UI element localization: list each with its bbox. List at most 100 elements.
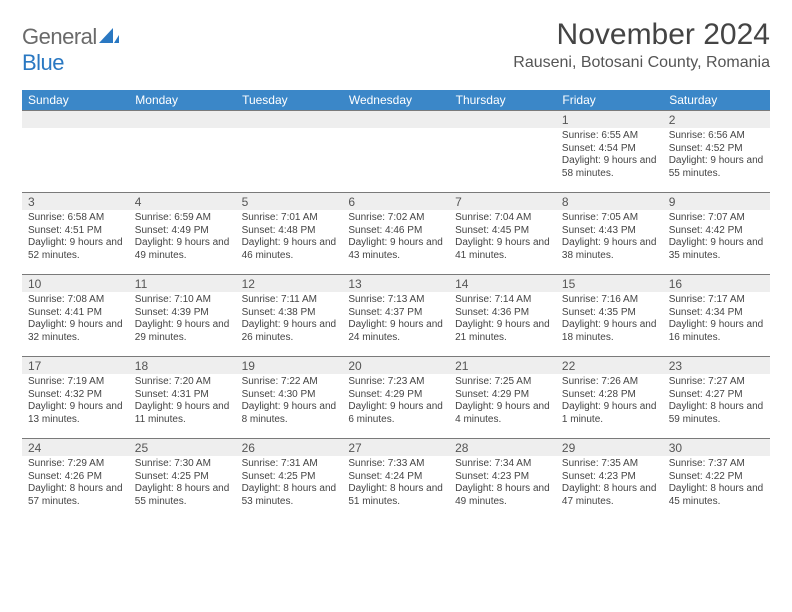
- day-number: 23: [663, 356, 770, 374]
- day-number: 29: [556, 438, 663, 456]
- sunrise-line: Sunrise: 7:23 AM: [348, 376, 443, 389]
- title-block: November 2024 Rauseni, Botosani County, …: [513, 18, 770, 72]
- day-number: 28: [449, 438, 556, 456]
- day-info: Sunrise: 7:17 AMSunset: 4:34 PMDaylight:…: [663, 292, 770, 348]
- daylight-line: Daylight: 9 hours and 29 minutes.: [135, 319, 230, 344]
- sunset-line: Sunset: 4:39 PM: [135, 307, 230, 320]
- day-number: 10: [22, 274, 129, 292]
- sunset-line: Sunset: 4:25 PM: [242, 471, 337, 484]
- day-number: 18: [129, 356, 236, 374]
- empty-day-bar: [449, 110, 556, 128]
- sunrise-line: Sunrise: 7:13 AM: [348, 294, 443, 307]
- sunrise-line: Sunrise: 7:07 AM: [669, 212, 764, 225]
- calendar-week-row: 10Sunrise: 7:08 AMSunset: 4:41 PMDayligh…: [22, 274, 770, 356]
- calendar-day-cell: [342, 110, 449, 192]
- sunset-line: Sunset: 4:37 PM: [348, 307, 443, 320]
- header: General Blue November 2024 Rauseni, Boto…: [22, 18, 770, 76]
- calendar-day-cell: 15Sunrise: 7:16 AMSunset: 4:35 PMDayligh…: [556, 274, 663, 356]
- day-number: 4: [129, 192, 236, 210]
- calendar-day-cell: 16Sunrise: 7:17 AMSunset: 4:34 PMDayligh…: [663, 274, 770, 356]
- day-number: 16: [663, 274, 770, 292]
- sunrise-line: Sunrise: 6:56 AM: [669, 130, 764, 143]
- daylight-line: Daylight: 9 hours and 26 minutes.: [242, 319, 337, 344]
- sunrise-line: Sunrise: 7:37 AM: [669, 458, 764, 471]
- day-info: Sunrise: 7:23 AMSunset: 4:29 PMDaylight:…: [342, 374, 449, 430]
- sunrise-line: Sunrise: 6:58 AM: [28, 212, 123, 225]
- day-info: Sunrise: 7:20 AMSunset: 4:31 PMDaylight:…: [129, 374, 236, 430]
- daylight-line: Daylight: 9 hours and 43 minutes.: [348, 237, 443, 262]
- sunrise-line: Sunrise: 7:10 AM: [135, 294, 230, 307]
- daylight-line: Daylight: 8 hours and 57 minutes.: [28, 483, 123, 508]
- sunset-line: Sunset: 4:22 PM: [669, 471, 764, 484]
- calendar-week-row: 3Sunrise: 6:58 AMSunset: 4:51 PMDaylight…: [22, 192, 770, 274]
- calendar-day-cell: 8Sunrise: 7:05 AMSunset: 4:43 PMDaylight…: [556, 192, 663, 274]
- weekday-header: Wednesday: [342, 90, 449, 110]
- sunset-line: Sunset: 4:48 PM: [242, 225, 337, 238]
- day-number: 21: [449, 356, 556, 374]
- calendar-day-cell: 13Sunrise: 7:13 AMSunset: 4:37 PMDayligh…: [342, 274, 449, 356]
- sunrise-line: Sunrise: 7:08 AM: [28, 294, 123, 307]
- sunset-line: Sunset: 4:30 PM: [242, 389, 337, 402]
- logo-word-1: General: [22, 24, 97, 49]
- logo-word-2: Blue: [22, 50, 64, 75]
- sunrise-line: Sunrise: 7:16 AM: [562, 294, 657, 307]
- calendar-day-cell: 10Sunrise: 7:08 AMSunset: 4:41 PMDayligh…: [22, 274, 129, 356]
- daylight-line: Daylight: 9 hours and 13 minutes.: [28, 401, 123, 426]
- day-number: 5: [236, 192, 343, 210]
- sunset-line: Sunset: 4:42 PM: [669, 225, 764, 238]
- daylight-line: Daylight: 8 hours and 59 minutes.: [669, 401, 764, 426]
- daylight-line: Daylight: 9 hours and 55 minutes.: [669, 155, 764, 180]
- empty-day-bar: [129, 110, 236, 128]
- daylight-line: Daylight: 9 hours and 58 minutes.: [562, 155, 657, 180]
- sunrise-line: Sunrise: 7:31 AM: [242, 458, 337, 471]
- day-info: Sunrise: 7:34 AMSunset: 4:23 PMDaylight:…: [449, 456, 556, 512]
- weekday-header-row: SundayMondayTuesdayWednesdayThursdayFrid…: [22, 90, 770, 110]
- sunset-line: Sunset: 4:51 PM: [28, 225, 123, 238]
- calendar-day-cell: [129, 110, 236, 192]
- calendar-week-row: 1Sunrise: 6:55 AMSunset: 4:54 PMDaylight…: [22, 110, 770, 192]
- day-info: Sunrise: 7:26 AMSunset: 4:28 PMDaylight:…: [556, 374, 663, 430]
- day-info: Sunrise: 7:22 AMSunset: 4:30 PMDaylight:…: [236, 374, 343, 430]
- day-info: Sunrise: 7:19 AMSunset: 4:32 PMDaylight:…: [22, 374, 129, 430]
- calendar-day-cell: 28Sunrise: 7:34 AMSunset: 4:23 PMDayligh…: [449, 438, 556, 520]
- day-info: Sunrise: 7:25 AMSunset: 4:29 PMDaylight:…: [449, 374, 556, 430]
- sunset-line: Sunset: 4:23 PM: [455, 471, 550, 484]
- day-info: Sunrise: 6:58 AMSunset: 4:51 PMDaylight:…: [22, 210, 129, 266]
- daylight-line: Daylight: 8 hours and 55 minutes.: [135, 483, 230, 508]
- sunset-line: Sunset: 4:38 PM: [242, 307, 337, 320]
- day-number: 17: [22, 356, 129, 374]
- calendar-day-cell: 3Sunrise: 6:58 AMSunset: 4:51 PMDaylight…: [22, 192, 129, 274]
- daylight-line: Daylight: 8 hours and 47 minutes.: [562, 483, 657, 508]
- day-number: 12: [236, 274, 343, 292]
- daylight-line: Daylight: 9 hours and 35 minutes.: [669, 237, 764, 262]
- sunrise-line: Sunrise: 7:26 AM: [562, 376, 657, 389]
- day-info: Sunrise: 7:08 AMSunset: 4:41 PMDaylight:…: [22, 292, 129, 348]
- sunrise-line: Sunrise: 7:27 AM: [669, 376, 764, 389]
- daylight-line: Daylight: 9 hours and 1 minute.: [562, 401, 657, 426]
- empty-day-bar: [236, 110, 343, 128]
- sunset-line: Sunset: 4:28 PM: [562, 389, 657, 402]
- sunrise-line: Sunrise: 7:33 AM: [348, 458, 443, 471]
- day-number: 22: [556, 356, 663, 374]
- weekday-header: Sunday: [22, 90, 129, 110]
- sunset-line: Sunset: 4:27 PM: [669, 389, 764, 402]
- calendar-day-cell: 14Sunrise: 7:14 AMSunset: 4:36 PMDayligh…: [449, 274, 556, 356]
- day-info: Sunrise: 6:55 AMSunset: 4:54 PMDaylight:…: [556, 128, 663, 184]
- empty-day-bar: [342, 110, 449, 128]
- day-number: 3: [22, 192, 129, 210]
- sunrise-line: Sunrise: 7:01 AM: [242, 212, 337, 225]
- calendar-day-cell: 17Sunrise: 7:19 AMSunset: 4:32 PMDayligh…: [22, 356, 129, 438]
- calendar-day-cell: 24Sunrise: 7:29 AMSunset: 4:26 PMDayligh…: [22, 438, 129, 520]
- day-info: Sunrise: 7:29 AMSunset: 4:26 PMDaylight:…: [22, 456, 129, 512]
- weekday-header: Monday: [129, 90, 236, 110]
- calendar-day-cell: [449, 110, 556, 192]
- weekday-header: Tuesday: [236, 90, 343, 110]
- day-info: Sunrise: 7:11 AMSunset: 4:38 PMDaylight:…: [236, 292, 343, 348]
- day-info: Sunrise: 7:14 AMSunset: 4:36 PMDaylight:…: [449, 292, 556, 348]
- daylight-line: Daylight: 8 hours and 51 minutes.: [348, 483, 443, 508]
- sunset-line: Sunset: 4:29 PM: [455, 389, 550, 402]
- calendar-week-row: 24Sunrise: 7:29 AMSunset: 4:26 PMDayligh…: [22, 438, 770, 520]
- calendar-day-cell: 27Sunrise: 7:33 AMSunset: 4:24 PMDayligh…: [342, 438, 449, 520]
- sunset-line: Sunset: 4:26 PM: [28, 471, 123, 484]
- day-number: 24: [22, 438, 129, 456]
